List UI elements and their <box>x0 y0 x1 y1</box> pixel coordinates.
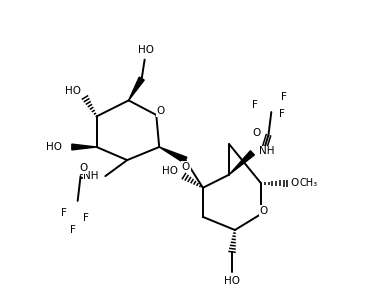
Text: O: O <box>157 106 165 116</box>
Text: O: O <box>291 178 299 188</box>
Text: NH: NH <box>259 146 274 156</box>
Text: F: F <box>70 225 76 235</box>
Text: HO: HO <box>162 166 178 176</box>
Text: NH: NH <box>84 171 99 181</box>
Text: F: F <box>280 109 285 119</box>
Text: O: O <box>182 161 190 171</box>
Text: O: O <box>260 206 268 216</box>
Text: F: F <box>252 100 258 110</box>
Text: HO: HO <box>138 45 154 55</box>
Polygon shape <box>72 144 97 150</box>
Text: F: F <box>83 213 89 223</box>
Polygon shape <box>159 147 187 163</box>
Text: HO: HO <box>46 142 62 152</box>
Polygon shape <box>229 151 254 175</box>
Text: F: F <box>281 93 287 103</box>
Text: HO: HO <box>65 86 81 96</box>
Text: CH₃: CH₃ <box>300 178 318 188</box>
Text: O: O <box>79 163 88 173</box>
Text: O: O <box>253 128 261 138</box>
Polygon shape <box>128 77 144 101</box>
Text: HO: HO <box>224 276 240 286</box>
Text: F: F <box>61 208 67 218</box>
